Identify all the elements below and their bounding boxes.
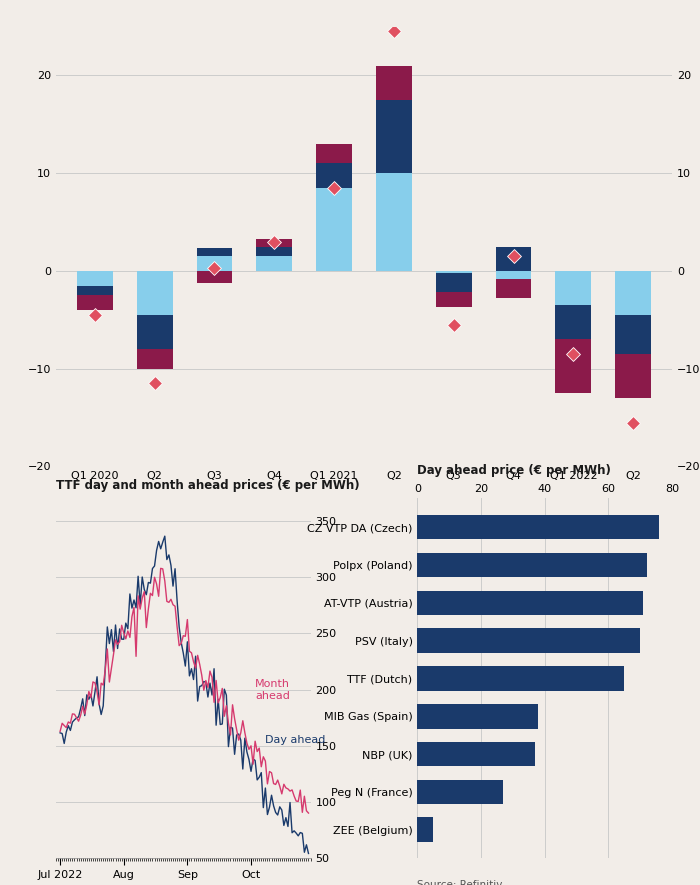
Bar	[376, 100, 412, 173]
Bar	[197, 249, 232, 257]
Bar	[376, 173, 412, 271]
Text: Day ahead price (€ per MWh): Day ahead price (€ per MWh)	[417, 464, 611, 477]
Point	[389, 25, 400, 39]
Bar	[436, 292, 472, 307]
Bar	[417, 553, 647, 577]
Bar	[417, 780, 503, 804]
Bar	[77, 286, 113, 296]
Bar	[615, 354, 651, 398]
Bar	[77, 296, 113, 310]
Bar	[417, 818, 433, 843]
Bar	[136, 350, 173, 369]
Point	[209, 261, 220, 275]
Bar	[197, 257, 232, 271]
Text: Month
ahead: Month ahead	[255, 679, 290, 701]
Text: TTF day and month ahead prices (€ per MWh): TTF day and month ahead prices (€ per MW…	[56, 479, 360, 492]
Bar	[136, 315, 173, 350]
Bar	[77, 271, 113, 286]
Bar	[496, 247, 531, 271]
Point	[568, 347, 579, 361]
Text: Day ahead: Day ahead	[265, 735, 326, 745]
Point	[448, 318, 459, 332]
Bar	[316, 144, 352, 164]
Bar	[615, 271, 651, 315]
Bar	[256, 239, 292, 247]
Bar	[417, 742, 536, 766]
Bar	[417, 590, 643, 615]
Bar	[417, 666, 624, 691]
Bar	[615, 315, 651, 354]
Point	[269, 235, 280, 249]
Bar	[496, 271, 531, 279]
Bar	[417, 628, 640, 653]
Point	[90, 308, 101, 322]
Bar	[316, 188, 352, 271]
Bar	[376, 65, 412, 100]
Bar	[496, 279, 531, 298]
Bar	[436, 271, 472, 273]
Point	[328, 181, 339, 195]
Bar	[555, 305, 592, 340]
Bar	[555, 340, 592, 393]
Bar	[316, 164, 352, 188]
Bar	[136, 271, 173, 315]
Point	[508, 250, 519, 264]
Text: Source: Refinitiv: Source: Refinitiv	[417, 880, 503, 885]
Text: Source: IEA: Source: IEA	[56, 511, 116, 520]
Bar	[417, 515, 659, 540]
Bar	[197, 271, 232, 282]
Bar	[417, 704, 538, 728]
Point	[627, 415, 638, 429]
Bar	[436, 273, 472, 292]
Bar	[555, 271, 592, 305]
Bar	[256, 247, 292, 257]
Point	[149, 376, 160, 390]
Bar	[256, 257, 292, 271]
